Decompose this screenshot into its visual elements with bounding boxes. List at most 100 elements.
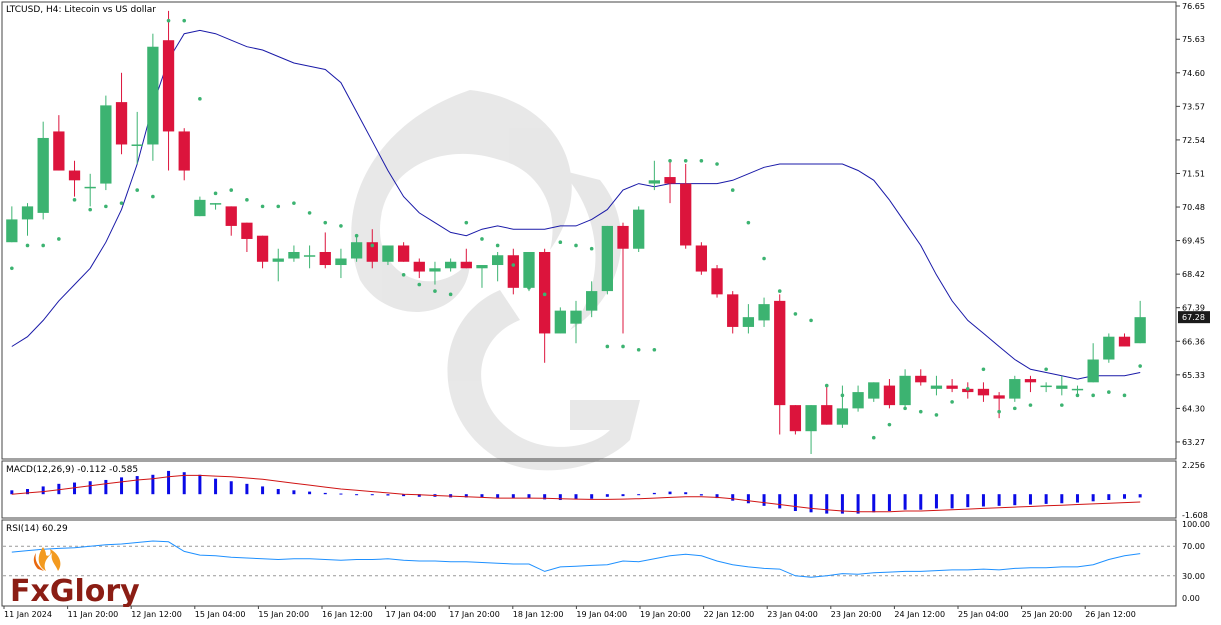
- macd-panel: [10, 470, 1142, 514]
- sar-dot: [41, 243, 45, 248]
- candle-body: [601, 225, 613, 292]
- macd-histogram-bar: [919, 494, 923, 510]
- x-tick-label: 12 Jan 12:00: [131, 610, 182, 619]
- sar-dot: [981, 367, 986, 372]
- sar-dot: [339, 224, 343, 228]
- x-tick-label: 18 Jan 12:00: [513, 610, 564, 619]
- sar-dot: [151, 194, 155, 199]
- candle-body: [742, 317, 755, 327]
- candle-body: [727, 294, 739, 327]
- sar-dot: [386, 250, 390, 254]
- candle-body: [883, 385, 896, 406]
- macd-histogram-bar: [496, 494, 500, 499]
- candle-body: [319, 251, 331, 266]
- price-y-tick: 63.27: [1182, 438, 1205, 447]
- sar-dot: [229, 188, 234, 192]
- sar-dot: [605, 344, 610, 349]
- candle-body: [586, 291, 598, 311]
- price-y-tick: 65.33: [1182, 371, 1205, 380]
- fxglory-logo: FxGlory: [10, 547, 140, 607]
- candle-body: [288, 251, 300, 259]
- candle-body: [84, 186, 96, 189]
- macd-histogram-bar: [887, 494, 891, 512]
- macd-histogram-bar: [997, 494, 1001, 506]
- candle-body: [492, 255, 504, 266]
- candle-body: [115, 102, 128, 145]
- macd-histogram-bar: [229, 481, 233, 495]
- sar-dot: [25, 243, 30, 248]
- rsi-panel: [3, 540, 1175, 578]
- macd-histogram-bar: [543, 494, 547, 500]
- candle-body: [633, 209, 645, 249]
- macd-histogram-bar: [370, 494, 374, 496]
- macd-histogram-bar: [527, 494, 531, 499]
- macd-histogram-bar: [684, 492, 688, 495]
- candle-body: [915, 375, 927, 383]
- candle-body: [178, 131, 190, 171]
- macd-histogram-bar: [590, 494, 594, 499]
- x-tick-label: 26 Jan 12:00: [1085, 610, 1136, 619]
- price-y-tick: 69.45: [1182, 237, 1205, 246]
- macd-histogram-bar: [323, 492, 327, 495]
- candle-body: [930, 385, 943, 389]
- sar-dot: [10, 266, 14, 271]
- rsi-y-tick: 100.00: [1182, 520, 1210, 529]
- sar-dot: [1075, 393, 1080, 398]
- macd-histogram-bar: [57, 483, 61, 495]
- candle-body: [460, 261, 472, 269]
- x-tick-label: 25 Jan 04:00: [958, 610, 1009, 619]
- x-tick-label: 17 Jan 04:00: [386, 610, 437, 619]
- macd-histogram-bar: [1044, 494, 1048, 504]
- macd-histogram-bar: [809, 494, 813, 513]
- rsi-panel-frame: [1, 519, 1177, 607]
- sar-dot: [934, 413, 939, 417]
- sar-dot: [57, 237, 61, 241]
- candle-body: [335, 258, 347, 266]
- candle-body: [648, 180, 660, 184]
- sar-dot: [793, 312, 798, 316]
- sar-dot: [182, 18, 187, 23]
- candle-body: [53, 131, 65, 171]
- candle-body: [899, 375, 911, 406]
- sar-dot: [119, 201, 124, 205]
- macd-histogram-bar: [1013, 494, 1017, 506]
- sar-dot: [323, 220, 328, 225]
- rsi-y-tick: 70.00: [1182, 542, 1205, 551]
- sar-dot: [417, 282, 422, 287]
- candle-body: [507, 255, 519, 288]
- candle-body: [147, 46, 159, 145]
- macd-histogram-bar: [981, 494, 985, 507]
- macd-histogram-bar: [762, 494, 766, 506]
- sar-dot: [495, 243, 500, 248]
- candle-body: [225, 206, 237, 226]
- current-price-label: 67.28: [1182, 313, 1205, 322]
- x-tick-label: 15 Jan 04:00: [195, 610, 246, 619]
- macd-histogram-bar: [73, 482, 77, 495]
- macd-histogram-bar: [464, 494, 468, 498]
- sar-dot: [1060, 403, 1064, 407]
- sar-dot: [370, 243, 375, 248]
- x-tick-label: 22 Jan 12:00: [704, 610, 755, 619]
- sar-dot: [448, 292, 453, 297]
- sar-dot: [777, 289, 782, 293]
- x-tick-label: 25 Jan 20:00: [1022, 610, 1073, 619]
- price-y-tick: 75.63: [1182, 35, 1205, 44]
- macd-histogram-bar: [715, 494, 719, 499]
- macd-histogram-bar: [182, 472, 186, 495]
- macd-histogram-bar: [167, 470, 171, 495]
- sar-dot: [636, 347, 641, 352]
- macd-histogram-bar: [856, 494, 860, 514]
- price-y-tick: 76.65: [1182, 2, 1205, 11]
- candle-body: [476, 265, 488, 269]
- price-y-tick: 71.51: [1182, 169, 1205, 178]
- sar-dot: [276, 204, 281, 209]
- macd-histogram-bar: [308, 491, 312, 495]
- sar-dot: [527, 286, 531, 290]
- candle-body: [366, 242, 378, 262]
- sar-dot: [198, 97, 202, 101]
- candle-body: [413, 261, 425, 272]
- macd-histogram-bar: [214, 478, 218, 495]
- price-chart-title: LTCUSD, H4: Litecoin vs US dollar: [6, 5, 156, 15]
- macd-histogram-bar: [825, 494, 829, 514]
- macd-histogram-bar: [402, 494, 406, 497]
